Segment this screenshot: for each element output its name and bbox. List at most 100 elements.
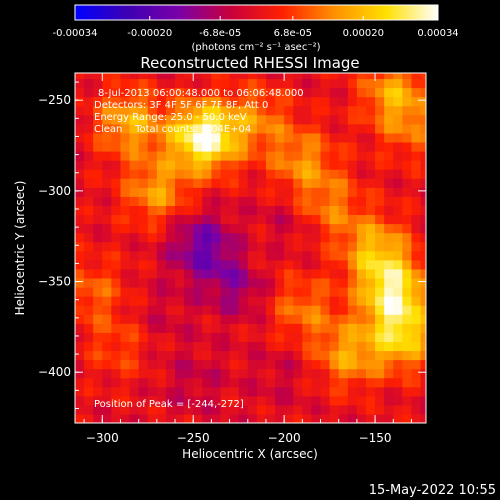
heatmap-cell bbox=[329, 341, 340, 352]
heatmap-cell bbox=[165, 323, 176, 333]
heatmap-cell bbox=[111, 160, 122, 170]
heatmap-cell bbox=[320, 223, 331, 234]
heatmap-cell bbox=[375, 377, 385, 388]
heatmap-cell bbox=[284, 368, 294, 379]
annotation-total-counts: Clean Total counts: 1.04E+04 bbox=[94, 124, 251, 135]
heatmap-cell bbox=[284, 296, 294, 306]
heatmap-cell bbox=[93, 268, 103, 279]
heatmap-cell bbox=[120, 350, 131, 361]
heatmap-cell bbox=[411, 150, 422, 161]
heatmap-cell bbox=[347, 296, 358, 306]
heatmap-cell bbox=[102, 368, 112, 379]
heatmap-cell bbox=[202, 232, 212, 243]
heatmap-cell bbox=[229, 78, 240, 89]
heatmap-cell bbox=[265, 187, 276, 197]
heatmap-cell bbox=[402, 341, 413, 352]
heatmap-cell bbox=[311, 314, 322, 324]
heatmap-cell bbox=[302, 341, 313, 352]
heatmap-cell bbox=[120, 214, 131, 225]
heatmap-cell bbox=[156, 196, 167, 206]
heatmap-cell bbox=[229, 178, 240, 188]
heatmap-cell bbox=[284, 359, 294, 370]
heatmap-cell bbox=[147, 413, 158, 423]
heatmap-cell bbox=[311, 413, 322, 423]
heatmap-cell bbox=[120, 132, 131, 143]
heatmap-cell bbox=[320, 150, 331, 161]
heatmap-cell bbox=[356, 187, 367, 197]
heatmap-cell bbox=[247, 268, 258, 279]
heatmap-cell bbox=[111, 96, 122, 107]
heatmap-cell bbox=[402, 368, 413, 379]
heatmap-cell bbox=[256, 132, 267, 143]
heatmap-cell bbox=[175, 205, 185, 216]
heatmap-cell bbox=[347, 377, 358, 388]
colorbar-tick-label: 6.8e-05 bbox=[274, 28, 312, 39]
heatmap-cell bbox=[184, 332, 194, 342]
heatmap-cell bbox=[265, 132, 276, 143]
heatmap-cell bbox=[202, 78, 212, 89]
heatmap-cell bbox=[347, 214, 358, 225]
heatmap-cell bbox=[402, 413, 413, 423]
heatmap-cell bbox=[338, 368, 349, 379]
heatmap-cell bbox=[84, 341, 94, 352]
heatmap-cell bbox=[365, 87, 376, 98]
heatmap-cell bbox=[356, 404, 367, 415]
heatmap-cell bbox=[420, 404, 426, 415]
heatmap-cell bbox=[275, 259, 285, 270]
heatmap-cell bbox=[175, 341, 185, 352]
heatmap-cell bbox=[347, 268, 358, 279]
heatmap-cell bbox=[284, 123, 294, 134]
heatmap-cell bbox=[93, 368, 103, 379]
heatmap-cell bbox=[402, 87, 413, 98]
heatmap-cell bbox=[311, 323, 322, 333]
heatmap-cell bbox=[356, 341, 367, 352]
heatmap-cell bbox=[120, 359, 131, 370]
heatmap-cell bbox=[147, 268, 158, 279]
heatmap-cell bbox=[365, 413, 376, 423]
heatmap-cell bbox=[93, 87, 103, 98]
heatmap-cell bbox=[302, 214, 313, 225]
heatmap-cell bbox=[75, 132, 85, 143]
heatmap-cell bbox=[184, 105, 194, 116]
heatmap-cell bbox=[156, 386, 167, 397]
heatmap-cell bbox=[120, 73, 131, 80]
heatmap-cell bbox=[102, 96, 112, 107]
heatmap-cell bbox=[356, 241, 367, 252]
heatmap-cell bbox=[175, 368, 185, 379]
heatmap-cell bbox=[220, 305, 231, 315]
heatmap-cell bbox=[138, 314, 149, 324]
heatmap-cell bbox=[338, 223, 349, 234]
heatmap-cell bbox=[165, 105, 176, 116]
heatmap-cell bbox=[156, 214, 167, 225]
heatmap-cell bbox=[275, 286, 285, 297]
heatmap-cell bbox=[175, 268, 185, 279]
heatmap-cell bbox=[347, 169, 358, 179]
heatmap-cell bbox=[393, 169, 403, 179]
heatmap-cell bbox=[411, 377, 422, 388]
heatmap-cell bbox=[138, 350, 149, 361]
heatmap-cell bbox=[365, 386, 376, 397]
heatmap-cell bbox=[238, 250, 249, 261]
heatmap-cell bbox=[320, 377, 331, 388]
heatmap-cell bbox=[138, 250, 149, 261]
heatmap-cell bbox=[311, 105, 322, 116]
heatmap-cell bbox=[302, 78, 313, 89]
heatmap-cell bbox=[75, 123, 85, 134]
heatmap-cell bbox=[420, 377, 426, 388]
heatmap-cell bbox=[220, 178, 231, 188]
heatmap-cell bbox=[329, 359, 340, 370]
heatmap-cell bbox=[256, 305, 267, 315]
heatmap-cell bbox=[356, 277, 367, 288]
heatmap-cell bbox=[129, 323, 140, 333]
heatmap-cell bbox=[93, 250, 103, 261]
heatmap-cell bbox=[156, 78, 167, 89]
heatmap-cell bbox=[275, 87, 285, 98]
heatmap-cell bbox=[156, 187, 167, 197]
heatmap-cell bbox=[393, 277, 403, 288]
heatmap-cell bbox=[229, 277, 240, 288]
heatmap-cell bbox=[302, 368, 313, 379]
colorbar: -0.00034 -0.00020 -6.8e-05 6.8e-05 0.00020 0.… bbox=[53, 4, 459, 53]
heatmap-cell bbox=[384, 395, 394, 406]
heatmap-cell bbox=[411, 87, 422, 98]
heatmap-cell bbox=[220, 286, 231, 297]
